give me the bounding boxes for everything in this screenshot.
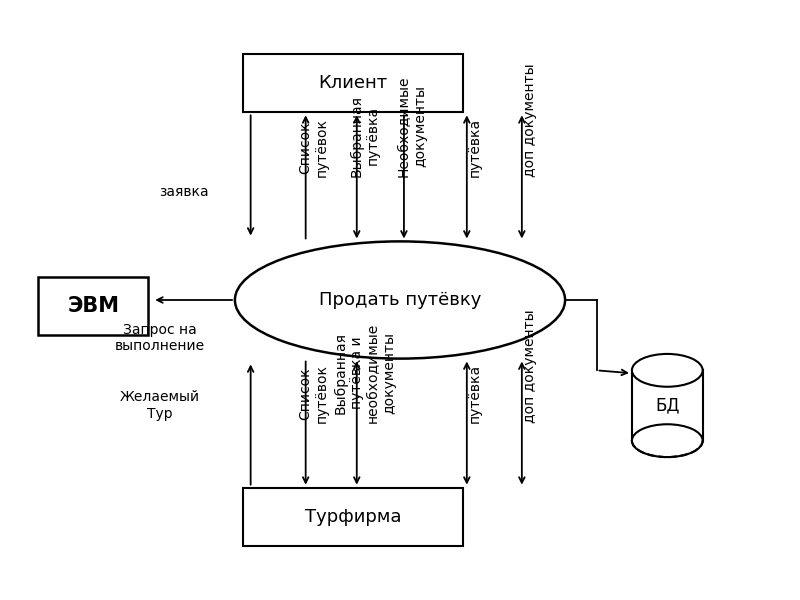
- Ellipse shape: [632, 354, 702, 387]
- Text: Выбранная
путёвка: Выбранная путёвка: [350, 95, 380, 177]
- Text: ЭВМ: ЭВМ: [67, 296, 119, 316]
- Ellipse shape: [632, 424, 702, 457]
- Bar: [38, 277, 149, 335]
- Text: путёвка: путёвка: [468, 364, 482, 423]
- Text: Список
путёвок: Список путёвок: [298, 364, 329, 423]
- Text: заявка: заявка: [159, 185, 209, 199]
- Text: Желаемый
Тур: Желаемый Тур: [120, 391, 200, 421]
- Text: БД: БД: [655, 397, 679, 415]
- Bar: [242, 54, 463, 112]
- Polygon shape: [632, 370, 702, 440]
- Text: доп документы: доп документы: [522, 310, 537, 423]
- Text: путёвка: путёвка: [468, 118, 482, 177]
- Text: Выбранная
путёвка и
необходимые
документы: Выбранная путёвка и необходимые документ…: [334, 323, 396, 423]
- Ellipse shape: [235, 241, 565, 359]
- Text: Необходимые
документы: Необходимые документы: [397, 76, 427, 177]
- Text: Турфирма: Турфирма: [305, 508, 401, 526]
- Text: Продать путёвку: Продать путёвку: [319, 291, 481, 309]
- Bar: [242, 488, 463, 546]
- Text: доп документы: доп документы: [522, 63, 537, 177]
- Text: Клиент: Клиент: [318, 74, 387, 92]
- Text: Список
путёвок: Список путёвок: [298, 118, 329, 177]
- Text: Запрос на
выполнение: Запрос на выполнение: [115, 323, 206, 353]
